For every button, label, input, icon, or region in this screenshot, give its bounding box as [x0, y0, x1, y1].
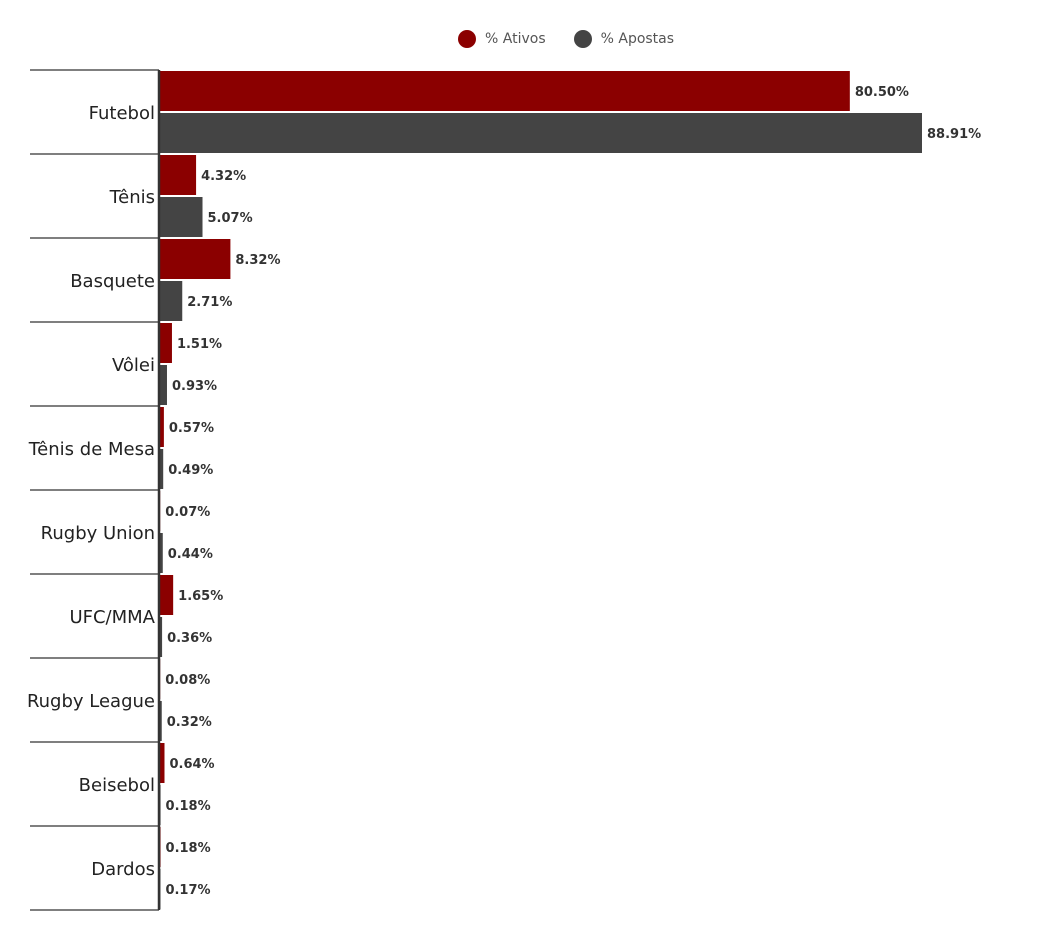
data-label-apostas: 0.49% — [168, 463, 213, 478]
category-label: Dardos — [91, 859, 155, 880]
data-label-ativos: 8.32% — [235, 253, 280, 268]
legend-label-ativos: % Ativos — [485, 31, 546, 47]
bar-ativos — [159, 155, 197, 195]
bar-ativos — [159, 71, 850, 111]
data-label-apostas: 0.36% — [167, 631, 212, 646]
data-label-apostas: 5.07% — [208, 211, 253, 226]
legend-label-apostas: % Apostas — [600, 31, 675, 47]
data-label-apostas: 0.44% — [168, 547, 213, 562]
data-label-ativos: 0.64% — [169, 757, 214, 772]
category-label: Tênis de Mesa — [28, 439, 155, 460]
category-label: Futebol — [89, 103, 155, 124]
data-label-ativos: 80.50% — [855, 85, 909, 100]
category-label: Tênis — [109, 187, 155, 208]
bar-apostas — [159, 701, 162, 741]
data-label-ativos: 0.18% — [166, 841, 211, 856]
category-label: Beisebol — [79, 775, 155, 796]
bar-apostas — [159, 365, 167, 405]
bar-apostas — [159, 281, 183, 321]
bar-ativos — [159, 575, 174, 615]
data-label-apostas: 0.18% — [166, 799, 211, 814]
data-label-ativos: 0.08% — [165, 673, 210, 688]
data-label-apostas: 88.91% — [927, 127, 981, 142]
legend: % Ativos % Apostas — [458, 30, 702, 48]
data-label-apostas: 0.32% — [167, 715, 212, 730]
bar-apostas — [159, 617, 163, 657]
data-label-ativos: 1.65% — [178, 589, 223, 604]
category-label: Rugby League — [27, 691, 155, 712]
legend-swatch-ativos — [458, 30, 476, 48]
category-label: Basquete — [70, 271, 155, 292]
data-label-ativos: 1.51% — [177, 337, 222, 352]
category-label: UFC/MMA — [69, 607, 155, 628]
bar-apostas — [159, 113, 922, 153]
bar-apostas — [159, 449, 164, 489]
data-label-apostas: 0.17% — [165, 883, 210, 898]
data-label-apostas: 2.71% — [187, 295, 232, 310]
category-label: Vôlei — [112, 355, 155, 376]
bar-ativos — [159, 407, 164, 447]
data-label-ativos: 4.32% — [201, 169, 246, 184]
bar-ativos — [159, 239, 231, 279]
data-label-ativos: 0.07% — [165, 505, 210, 520]
legend-item-apostas: % Apostas — [573, 30, 675, 48]
legend-swatch-apostas — [573, 30, 592, 48]
bar-apostas — [159, 197, 203, 237]
bar-apostas — [159, 533, 163, 573]
data-label-ativos: 0.57% — [169, 421, 214, 436]
legend-item-ativos: % Ativos — [458, 30, 546, 48]
data-label-apostas: 0.93% — [172, 379, 217, 394]
bar-ativos — [159, 323, 172, 363]
category-label: Rugby Union — [41, 523, 155, 544]
bar-ativos — [159, 743, 165, 783]
